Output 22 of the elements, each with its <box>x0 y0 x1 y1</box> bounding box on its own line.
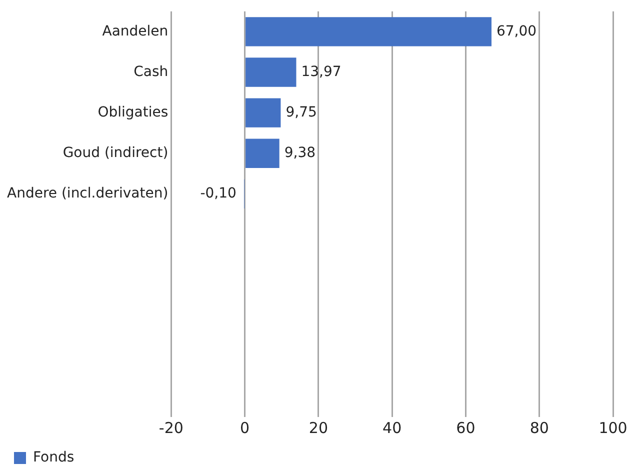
data-label: 9,38 <box>284 145 316 161</box>
y-tick-label: Aandelen <box>102 23 168 40</box>
y-tick-label: Cash <box>134 64 168 80</box>
bar <box>246 58 296 87</box>
x-tick-label: 60 <box>456 418 476 437</box>
x-tick-label: 80 <box>530 418 549 437</box>
bar <box>246 17 492 46</box>
x-tick-label: 40 <box>382 418 402 437</box>
x-tick-label: -20 <box>158 418 184 437</box>
x-tick-label: 100 <box>598 418 628 437</box>
data-label: 67,00 <box>496 23 537 40</box>
data-label: -0,10 <box>200 186 236 202</box>
data-label: 13,97 <box>301 64 342 80</box>
y-tick-label: Goud (indirect) <box>62 145 168 161</box>
bar <box>246 98 281 128</box>
legend-label: Fonds <box>33 450 74 466</box>
y-tick-label: Andere (incl.derivaten) <box>7 186 168 202</box>
bar <box>246 138 280 168</box>
x-tick-label: 20 <box>308 418 328 437</box>
y-tick-label: Obligaties <box>98 104 168 120</box>
x-tick-label: 0 <box>240 418 250 437</box>
data-label: 9,75 <box>286 104 317 120</box>
